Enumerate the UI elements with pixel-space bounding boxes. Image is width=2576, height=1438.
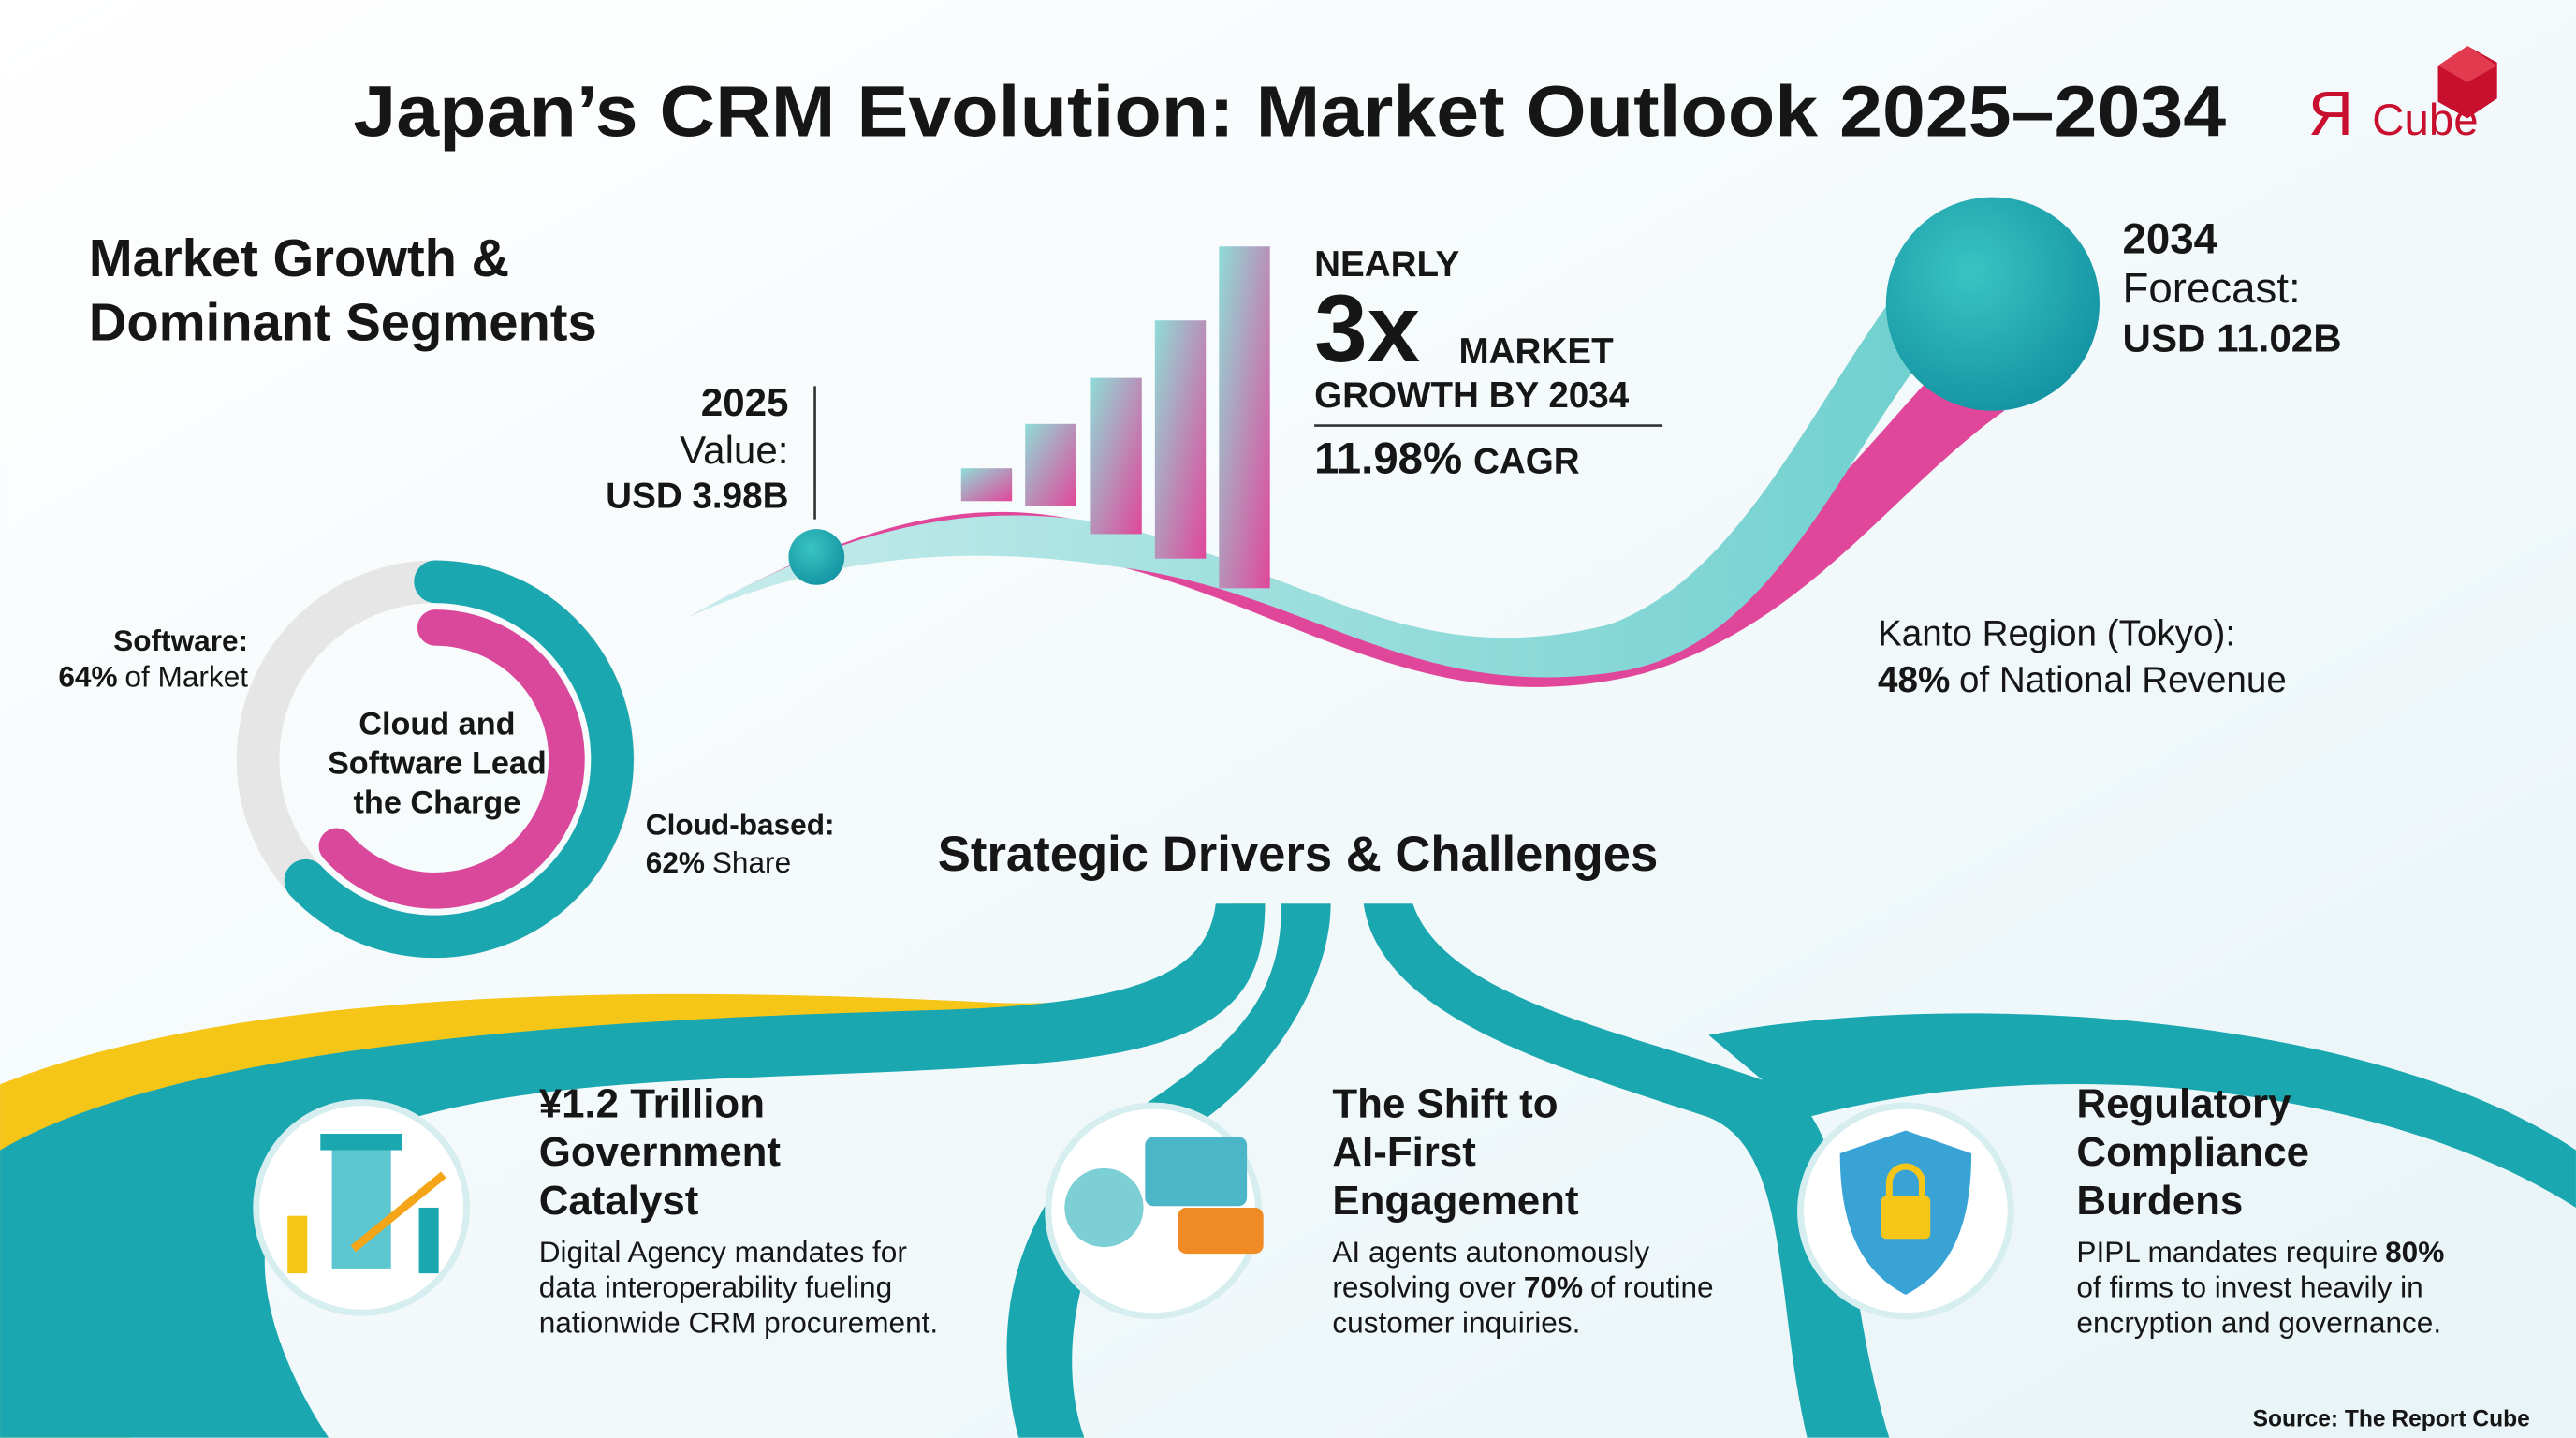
icon-brain	[1064, 1167, 1144, 1248]
card-body: data interoperability fueling	[539, 1270, 892, 1304]
region: Kanto Region (Tokyo): 48% of National Reve…	[1878, 614, 2287, 700]
donut-center: Software Lead	[328, 746, 547, 782]
donut-center: the Charge	[354, 785, 521, 821]
card-title: The Shift to	[1332, 1080, 1558, 1126]
emphasis: 11.98%	[1314, 433, 1462, 483]
donut-center: Cloud and	[359, 706, 515, 741]
icon-arrow	[350, 1171, 446, 1253]
emphasis: 70%	[1524, 1270, 1583, 1304]
bar-icon	[1219, 246, 1270, 589]
teal-ribbon	[1006, 903, 1331, 1438]
start-label: Value:	[680, 428, 788, 472]
growth-bars	[960, 246, 1270, 589]
card-body: AI agents autonomously	[1332, 1235, 1649, 1269]
headline-multiple: 3x	[1314, 275, 1420, 382]
software-label: 64% of Market	[58, 660, 248, 694]
teal-ribbon	[1708, 1013, 2576, 1208]
logo-cube-top	[2437, 46, 2497, 82]
headline-suffix: MARKET	[1459, 331, 1615, 372]
source: Source: The Report Cube	[2253, 1406, 2530, 1431]
icon-part	[320, 1133, 403, 1151]
line-part: resolving over	[1332, 1270, 1516, 1304]
section-heading: Dominant Segments	[89, 292, 597, 351]
line-part: of National Revenue	[1959, 660, 2287, 700]
start-value: USD 3.98B	[606, 476, 788, 516]
title: Japan’s CRM Evolution: Market Outlook 20…	[353, 72, 2226, 153]
card-title: Burdens	[2076, 1178, 2243, 1224]
emphasis: 62%	[646, 845, 705, 879]
icon-window	[1145, 1137, 1248, 1207]
card-body: Digital Agency mandates for	[539, 1235, 907, 1269]
card-title: Regulatory	[2076, 1080, 2291, 1126]
icon-shield	[1797, 1102, 2014, 1320]
software-label: Software:	[113, 624, 248, 657]
icon-part	[418, 1207, 439, 1274]
card-title: Compliance	[2076, 1129, 2309, 1175]
bar-icon	[1154, 320, 1207, 559]
emphasis: 48%	[1878, 660, 1950, 700]
card-body: encryption and governance.	[2076, 1305, 2441, 1339]
start-year: 2025	[701, 380, 789, 424]
line-part: PIPL mandates require	[2076, 1235, 2378, 1269]
cloud-label: 62% Share	[646, 845, 791, 879]
donut-outer-arc	[284, 560, 634, 959]
cagr: 11.98% CAGR	[1314, 433, 1580, 483]
region-line: 48% of National Revenue	[1878, 660, 2287, 700]
line-part: of routine	[1590, 1270, 1714, 1304]
card-title: Engagement	[1332, 1178, 1579, 1224]
end-ball	[1885, 197, 2100, 411]
card-title: AI-First	[1332, 1129, 1476, 1175]
headline-line: GROWTH BY 2034	[1314, 375, 1630, 416]
icon-part	[331, 1150, 391, 1269]
headline-prefix: NEARLY	[1314, 244, 1459, 285]
teal-ribbon	[0, 903, 1266, 1438]
emphasis: 64%	[58, 660, 117, 694]
section-heading: Market Growth &	[89, 228, 509, 287]
line-part: of Market	[124, 660, 248, 694]
logo-word: Cube	[2372, 95, 2478, 145]
bar-icon	[960, 468, 1013, 502]
drivers-heading: Strategic Drivers & Challenges	[938, 827, 1658, 882]
icon-lock	[1885, 1163, 1925, 1196]
icon-part	[287, 1215, 308, 1274]
cloud-label: Cloud-based:	[646, 808, 835, 842]
line-part: Share	[712, 845, 791, 879]
card-body: nationwide CRM procurement.	[539, 1305, 938, 1339]
teal-ribbon	[1363, 903, 1890, 1438]
end-year: 2034	[2123, 214, 2218, 262]
logo: Я Cube	[2308, 46, 2497, 149]
card-body: resolving over 70% of routine	[1332, 1270, 1713, 1304]
line-part: CAGR	[1473, 441, 1580, 481]
emphasis: 80%	[2385, 1235, 2444, 1269]
start-dot	[788, 529, 845, 585]
card-body: customer inquiries.	[1332, 1305, 1580, 1339]
card-body: PIPL mandates require 80%	[2076, 1235, 2444, 1269]
bar-icon	[1090, 377, 1142, 535]
card-title: ¥1.2 Trillion	[539, 1080, 765, 1126]
card-title: Government	[539, 1129, 782, 1175]
cagr-line: 11.98% CAGR	[1314, 433, 1580, 483]
icon-ai	[1045, 1102, 1264, 1320]
icon-lock	[1881, 1196, 1931, 1240]
logo-mark: Я	[2308, 80, 2353, 149]
region-line: Kanto Region (Tokyo):	[1878, 614, 2235, 654]
end-label: Forecast:	[2123, 264, 2301, 312]
icon-bubble	[1178, 1207, 1264, 1255]
donut-inner-arc	[318, 609, 585, 909]
teal-ribbon	[690, 279, 1939, 678]
bar-icon	[1025, 423, 1076, 506]
icon-government	[253, 1099, 470, 1316]
end-value: USD 11.02B	[2123, 316, 2342, 360]
card-title: Catalyst	[539, 1178, 699, 1224]
card-body: of firms to invest heavily in	[2076, 1270, 2422, 1304]
